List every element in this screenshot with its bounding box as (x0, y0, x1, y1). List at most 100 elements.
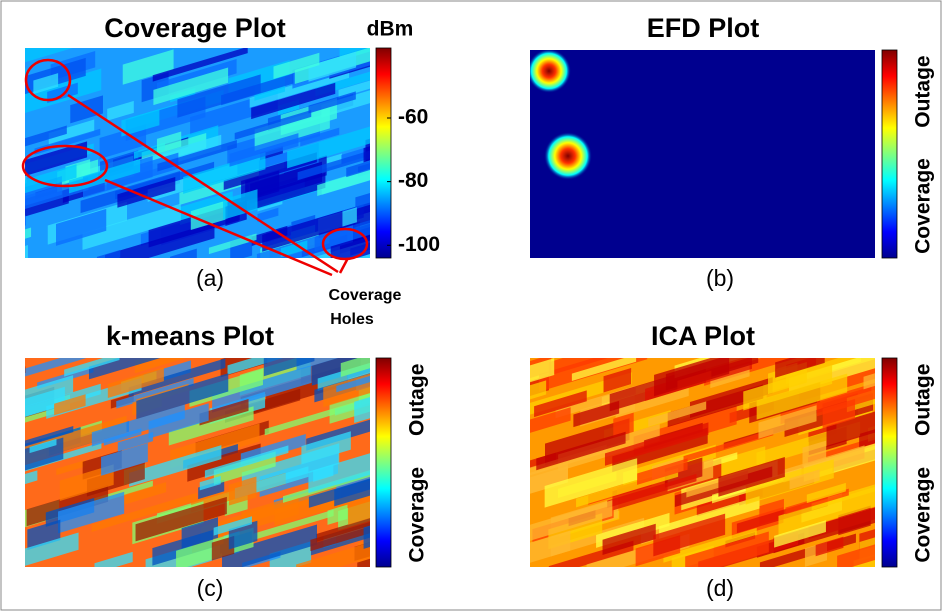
texture (117, 431, 154, 452)
heatmap (530, 358, 875, 567)
texture (229, 133, 299, 167)
texture (25, 386, 65, 417)
heatmap (530, 50, 875, 258)
texture (530, 407, 571, 433)
texture (222, 524, 317, 567)
panel-title: EFD Plot (647, 13, 760, 43)
texture (604, 422, 709, 466)
texture (273, 52, 320, 79)
texture (806, 482, 846, 504)
texture (25, 426, 74, 447)
texture (637, 458, 688, 485)
texture (310, 521, 370, 552)
panel-caption: (a) (196, 265, 224, 291)
texture (530, 358, 555, 383)
texture (263, 358, 315, 377)
texture (287, 126, 370, 169)
texture (69, 158, 141, 194)
texture (148, 403, 209, 439)
colorbar-unit: dBm (367, 18, 414, 41)
texture (177, 74, 261, 118)
texture (136, 373, 229, 420)
texture (602, 523, 656, 555)
texture (229, 476, 257, 506)
texture (54, 394, 86, 416)
texture (25, 125, 67, 147)
texture (107, 100, 134, 121)
texture (25, 532, 79, 566)
texture (607, 473, 697, 508)
texture (199, 475, 221, 491)
annotation-text: Coverage (329, 287, 402, 304)
texture (548, 358, 608, 376)
texture (811, 484, 875, 511)
texture (117, 176, 176, 208)
colorbar-label: Coverage (912, 158, 935, 254)
texture (300, 127, 340, 147)
colorbar-label: Outage (912, 55, 935, 127)
texture (94, 551, 133, 567)
texture (64, 358, 120, 377)
texture (363, 525, 370, 549)
hotspot (544, 132, 592, 180)
arrow (67, 93, 350, 277)
texture (774, 520, 826, 548)
texture (223, 189, 258, 220)
texture (170, 248, 197, 258)
texture (308, 91, 356, 114)
texture (212, 365, 312, 413)
texture (91, 492, 197, 533)
texture (253, 509, 334, 540)
texture (0, 489, 24, 510)
texture (685, 531, 769, 567)
texture (25, 141, 88, 177)
texture (152, 48, 248, 82)
texture (257, 207, 279, 222)
texture (648, 401, 707, 427)
texture (664, 457, 703, 488)
texture (101, 442, 148, 476)
texture (336, 375, 370, 393)
panel-caption: (b) (706, 265, 734, 291)
texture (816, 382, 875, 417)
texture (124, 482, 167, 505)
texture (48, 119, 95, 146)
texture (116, 377, 194, 409)
colorbar-label: Coverage (912, 467, 935, 563)
texture (70, 95, 103, 124)
texture (340, 358, 370, 378)
texture (181, 517, 219, 549)
texture (25, 227, 32, 239)
texture (199, 398, 249, 426)
texture (683, 429, 774, 463)
texture (227, 358, 284, 375)
texture (129, 445, 222, 487)
hole-marker (21, 144, 109, 188)
colorbar (881, 49, 898, 259)
texture (25, 68, 27, 77)
texture (25, 48, 73, 63)
texture (536, 431, 626, 471)
colorbar (881, 357, 898, 568)
texture (56, 460, 86, 476)
texture (573, 400, 620, 428)
texture (815, 536, 844, 557)
texture (837, 544, 875, 567)
texture (91, 404, 185, 447)
texture (157, 139, 237, 172)
texture (789, 469, 820, 490)
texture (667, 384, 764, 428)
texture (346, 160, 370, 178)
texture (122, 49, 174, 85)
texture (571, 358, 637, 382)
texture (530, 380, 547, 400)
texture (756, 373, 848, 420)
hole-marker (24, 58, 72, 102)
texture (327, 504, 348, 525)
panel-title: Coverage Plot (104, 13, 286, 43)
panel-title: k-means Plot (106, 321, 274, 351)
heatmap (25, 48, 370, 258)
texture (317, 169, 370, 197)
texture (530, 466, 568, 494)
